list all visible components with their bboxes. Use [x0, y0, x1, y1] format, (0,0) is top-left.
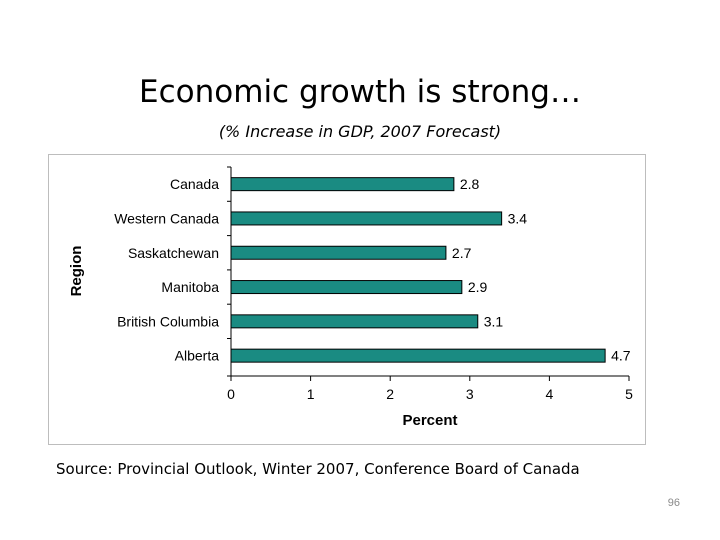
bar-chart: Canada 2.8 Western Canada 3.4 Saskatchewan 2.…	[68, 166, 633, 429]
x-tick-label: 0	[227, 386, 235, 402]
bar	[230, 280, 463, 295]
slide-subtitle: (% Increase in GDP, 2007 Forecast)	[218, 122, 502, 141]
x-axis-title: Percent	[402, 412, 457, 429]
data-label: 4.7	[611, 348, 631, 364]
chart-frame: Canada 2.8 Western Canada 3.4 Saskatchewan 2.…	[48, 154, 646, 445]
data-label: 3.1	[484, 313, 504, 329]
y-axis-title: Region	[68, 246, 85, 297]
bar	[230, 314, 479, 329]
category-label: Western Canada	[114, 210, 219, 226]
category-label: Canada	[170, 176, 219, 192]
data-label: 2.7	[452, 245, 472, 261]
page-number: 96	[667, 497, 680, 509]
bar	[230, 177, 455, 192]
bar	[230, 211, 503, 226]
x-tick-label: 1	[307, 386, 315, 402]
category-label: Alberta	[175, 348, 220, 364]
source-note: Source: Provincial Outlook, Winter 2007,…	[56, 460, 580, 478]
category-label: British Columbia	[117, 313, 219, 329]
category-label: Saskatchewan	[128, 245, 219, 261]
x-tick-label: 2	[386, 386, 394, 402]
bar	[230, 245, 447, 260]
data-label: 2.8	[460, 176, 480, 192]
x-tick-label: 3	[466, 386, 474, 402]
data-label: 2.9	[468, 279, 488, 295]
category-label: Manitoba	[161, 279, 219, 295]
bar	[230, 348, 606, 363]
data-label: 3.4	[508, 210, 528, 226]
x-tick-label: 4	[546, 386, 554, 402]
x-tick-label: 5	[625, 386, 633, 402]
slide-title: Economic growth is strong…	[139, 74, 581, 110]
